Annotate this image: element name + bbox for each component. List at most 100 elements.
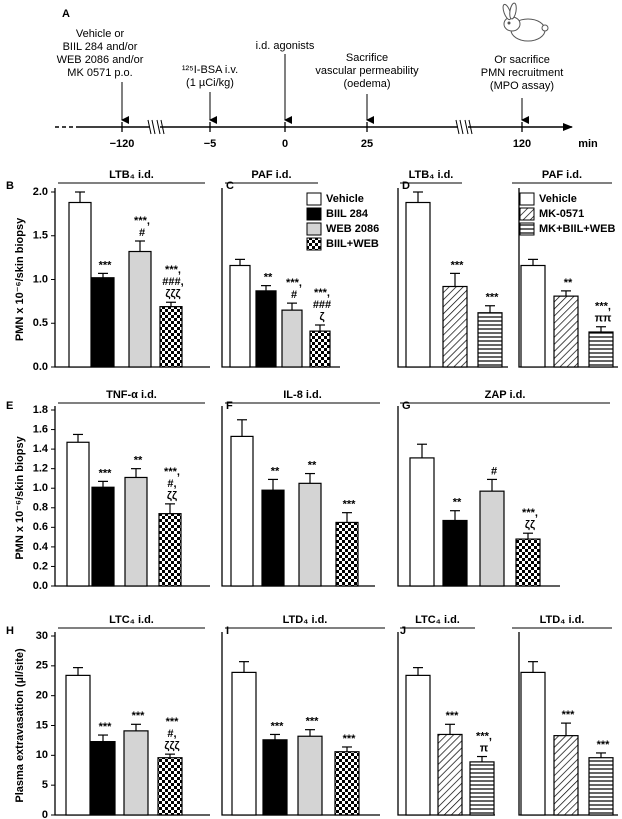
event-label: BIIL 284 and/or [63, 41, 138, 53]
significance-label: ζζζ [164, 740, 179, 752]
y-tick-label: 1.8 [33, 404, 48, 416]
group-title: PAF i.d. [251, 169, 291, 181]
bar [442, 519, 468, 587]
y-tick-label: 25 [36, 660, 48, 672]
event-label: MK 0571 p.o. [67, 67, 132, 79]
significance-label: ***, [286, 277, 302, 289]
significance-label: ** [134, 455, 143, 467]
bar [477, 312, 503, 368]
group-title: LTC₄ i.d. [415, 614, 460, 626]
y-tick-label: 15 [36, 719, 48, 731]
significance-label: ***, [522, 507, 538, 519]
significance-label: π [480, 742, 489, 754]
significance-label: ***, [595, 301, 611, 313]
bar [91, 486, 115, 587]
axis-line [397, 632, 495, 816]
significance-label: ***, [165, 264, 181, 276]
y-tick-label: 10 [36, 749, 48, 761]
legend-label: WEB 2086 [326, 223, 379, 235]
bar [66, 441, 90, 587]
legend-swatch [306, 207, 322, 221]
bar [298, 482, 322, 587]
significance-label: *** [446, 710, 460, 722]
significance-label: # [491, 465, 497, 477]
legend-label: MK-0571 [539, 208, 584, 220]
y-tick-label: 1.4 [33, 443, 49, 455]
event-label: PMN recruitment [481, 67, 564, 79]
y-tick-label: 0.0 [33, 361, 48, 373]
bar [442, 285, 468, 368]
y-tick-label: 5 [42, 779, 48, 791]
significance-label: *** [271, 720, 285, 732]
rabbit-icon [502, 2, 549, 42]
significance-label: ***, [314, 287, 330, 299]
y-tick-label: 1.0 [33, 273, 48, 285]
panel-label: G [402, 400, 411, 412]
bar [261, 489, 285, 587]
significance-label: ***, [164, 466, 180, 478]
bar [91, 277, 115, 368]
group-title: IL-8 i.d. [283, 389, 322, 401]
significance-label: ζζ [167, 490, 177, 502]
bar [553, 735, 579, 816]
bar [405, 674, 431, 816]
bar [588, 757, 614, 816]
bar [309, 330, 331, 368]
x-tick-label: 0 [282, 138, 288, 150]
significance-label: *** [99, 721, 113, 733]
bar [334, 751, 360, 816]
significance-label: ζ [319, 311, 324, 323]
legend-label: Vehicle [326, 193, 364, 205]
bar [229, 264, 251, 368]
y-tick-label: 20 [36, 690, 48, 702]
bar [335, 521, 359, 587]
panel-label: C [226, 180, 234, 192]
significance-label: *** [451, 259, 465, 271]
y-tick-label: 1.6 [33, 423, 48, 435]
significance-label: *** [306, 716, 320, 728]
axis-line [397, 188, 508, 368]
axis-line [221, 406, 375, 587]
panel-label: B [6, 180, 14, 192]
y-tick-label: 0.4 [33, 541, 49, 553]
panel-label: A [62, 8, 70, 20]
group-title: PAF i.d. [542, 169, 582, 181]
significance-label: ζζζ [165, 288, 180, 300]
bar [520, 671, 546, 816]
y-axis-label: PMN x 10⁻⁶/skin biopsy [14, 435, 26, 559]
y-tick-label: 0.2 [33, 560, 48, 572]
significance-label: *** [597, 739, 611, 751]
bar [90, 741, 116, 816]
axis-line [54, 188, 210, 368]
significance-label: *** [343, 499, 357, 511]
significance-label: ***, [476, 730, 492, 742]
event-label: (oedema) [343, 78, 390, 90]
bar [515, 538, 541, 587]
x-tick-label: 120 [513, 138, 531, 150]
y-tick-label: 1.5 [33, 230, 48, 242]
axis-line [54, 406, 210, 587]
bar [405, 201, 431, 368]
bar [158, 513, 182, 587]
significance-label: *** [343, 733, 357, 745]
bar [469, 761, 495, 816]
legend-swatch [519, 207, 535, 221]
significance-label: ** [264, 272, 273, 284]
significance-label: *** [99, 259, 113, 271]
axis-line [221, 632, 380, 816]
legend-label: BIIL 284 [326, 208, 369, 220]
group-title: LTB₄ i.d. [409, 169, 454, 181]
bar [231, 671, 257, 816]
bar [124, 476, 148, 587]
significance-label: *** [562, 709, 576, 721]
significance-label: *** [166, 716, 180, 728]
panel-label: J [400, 625, 406, 637]
legend-label: MK+BIIL+WEB [539, 223, 615, 235]
bar [479, 490, 505, 587]
bar [520, 264, 546, 368]
significance-label: ### [313, 299, 331, 311]
bar [128, 250, 152, 368]
event-label: (1 µCi/kg) [186, 77, 234, 89]
event-label: vascular permeability [315, 65, 419, 77]
